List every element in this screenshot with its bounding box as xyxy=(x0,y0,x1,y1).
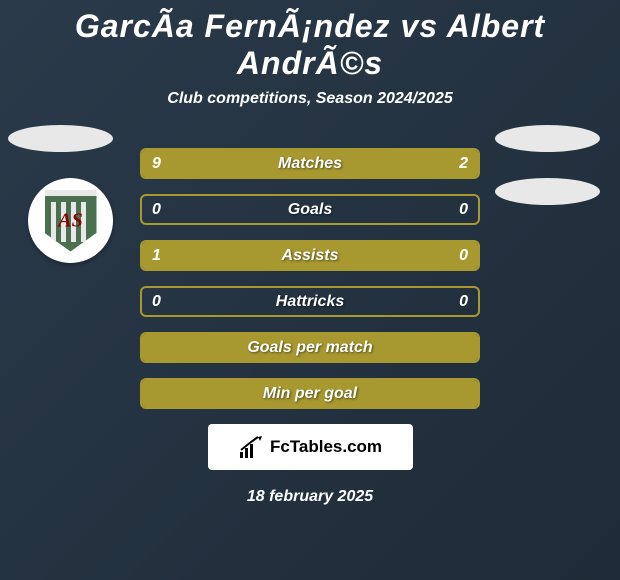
stat-label: Hattricks xyxy=(276,293,344,311)
stat-bar: 9 Matches 2 xyxy=(140,148,480,179)
footer-site-name: FcTables.com xyxy=(270,437,382,457)
stats-comparison: 9 Matches 2 0 Goals 0 1 Assists 0 0 Hatt… xyxy=(0,148,620,409)
date-text: 18 february 2025 xyxy=(0,488,620,506)
stat-label: Assists xyxy=(282,247,339,265)
stat-label: Matches xyxy=(278,155,342,173)
stat-bar: 1 Assists 0 xyxy=(140,240,480,271)
stat-row: 9 Matches 2 xyxy=(0,148,620,179)
stat-bar: 0 Goals 0 xyxy=(140,194,480,225)
stat-label: Goals per match xyxy=(247,339,372,357)
stat-value-right: 0 xyxy=(459,247,468,265)
stat-label: Goals xyxy=(288,201,332,219)
stat-value-right: 0 xyxy=(459,201,468,219)
stat-row: 0 Goals 0 xyxy=(0,194,620,225)
stat-label: Min per goal xyxy=(263,385,357,403)
fctables-logo-icon xyxy=(238,434,264,460)
comparison-subtitle: Club competitions, Season 2024/2025 xyxy=(0,90,620,108)
stat-row: Goals per match xyxy=(0,332,620,363)
stat-value-right: 2 xyxy=(459,155,468,173)
stat-value-left: 1 xyxy=(152,247,161,265)
stat-row: 1 Assists 0 xyxy=(0,240,620,271)
comparison-title: GarcÃ­a FernÃ¡ndez vs Albert AndrÃ©s xyxy=(0,0,620,82)
stat-row: 0 Hattricks 0 xyxy=(0,286,620,317)
stat-row: Min per goal xyxy=(0,378,620,409)
bar-fill-right xyxy=(418,150,478,177)
footer-badge[interactable]: FcTables.com xyxy=(208,424,413,470)
stat-bar: Goals per match xyxy=(140,332,480,363)
stat-value-right: 0 xyxy=(459,293,468,311)
stat-value-left: 0 xyxy=(152,201,161,219)
stat-bar: 0 Hattricks 0 xyxy=(140,286,480,317)
stat-value-left: 9 xyxy=(152,155,161,173)
club-badge-letters: AS xyxy=(58,209,82,232)
stat-bar: Min per goal xyxy=(140,378,480,409)
stat-value-left: 0 xyxy=(152,293,161,311)
